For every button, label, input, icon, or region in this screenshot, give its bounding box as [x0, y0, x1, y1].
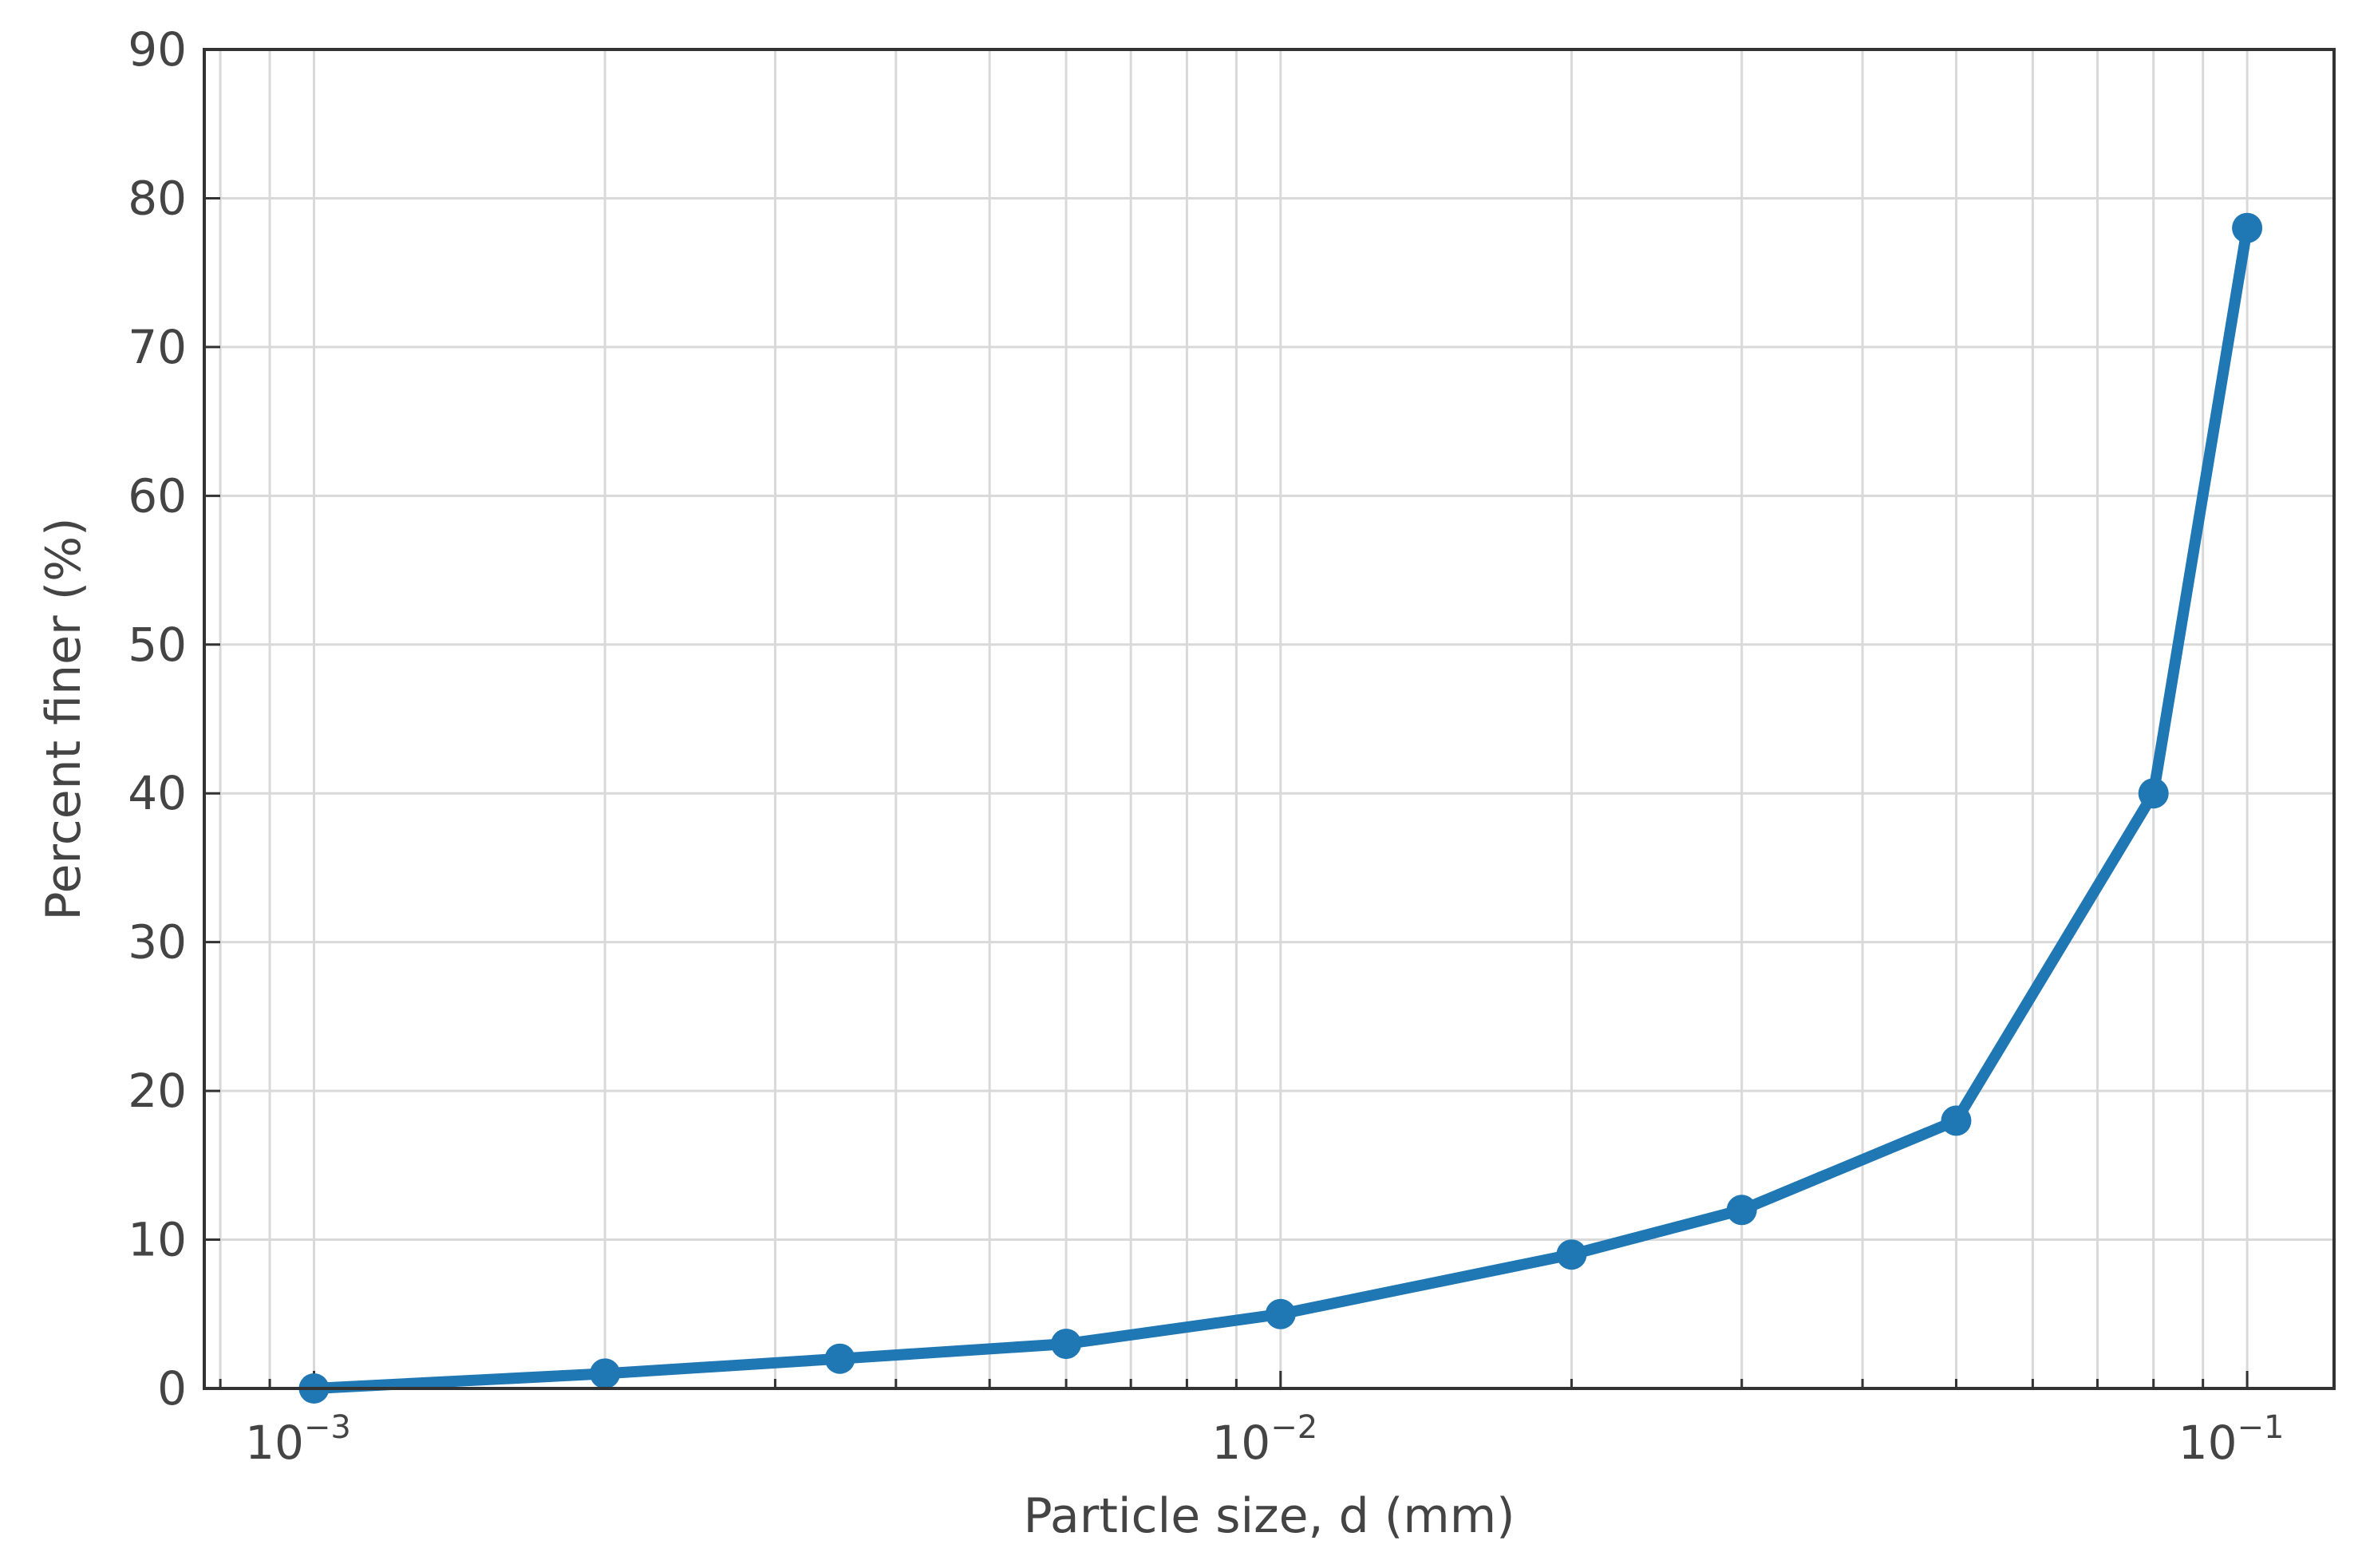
- x-tick-exponent: −1: [2238, 1409, 2285, 1446]
- series-line: [308, 222, 2253, 1394]
- y-tick-label: 10: [128, 1213, 187, 1267]
- grid-lines: [204, 48, 2334, 1390]
- plot-frame: [203, 48, 2336, 1390]
- x-tick-label: 10−3: [245, 1409, 351, 1470]
- y-tick-label: 30: [128, 915, 187, 970]
- y-tick-labels: 0 10 20 30 40 50 60 70 80 90: [128, 22, 187, 1416]
- y-tick-label: 90: [128, 22, 187, 77]
- x-tick-base: 10: [2178, 1416, 2238, 1470]
- data-point: [1265, 1298, 1296, 1329]
- y-tick-label: 80: [128, 171, 187, 225]
- x-tick-exponent: −3: [304, 1409, 351, 1446]
- data-point: [824, 1343, 855, 1374]
- x-tick-base: 10: [245, 1416, 304, 1470]
- y-tick-label: 0: [157, 1361, 187, 1416]
- data-point: [1941, 1105, 1972, 1136]
- data-point: [590, 1358, 621, 1389]
- x-tick-label: 10−1: [2178, 1409, 2285, 1470]
- tick-marks: [204, 48, 2249, 1390]
- x-axis-label: Particle size, d (mm): [1023, 1488, 1515, 1544]
- y-tick-label: 20: [128, 1064, 187, 1118]
- data-point: [2232, 212, 2263, 243]
- y-tick-label: 60: [128, 468, 187, 523]
- data-point: [2138, 778, 2169, 809]
- x-tick-base: 10: [1211, 1416, 1270, 1470]
- data-series: [298, 212, 2263, 1404]
- y-tick-label: 40: [128, 766, 187, 820]
- data-point: [1051, 1329, 1082, 1360]
- data-point: [1726, 1195, 1757, 1226]
- y-tick-label: 70: [128, 320, 187, 374]
- x-tick-exponent: −2: [1270, 1409, 1317, 1446]
- y-tick-label: 50: [128, 618, 187, 672]
- x-tick-label: 10−2: [1211, 1409, 1317, 1470]
- y-axis-label: Percent finer (%): [36, 517, 92, 920]
- data-point: [1556, 1239, 1587, 1270]
- x-tick-labels: 10−3 10−2 10−1: [245, 1409, 2284, 1470]
